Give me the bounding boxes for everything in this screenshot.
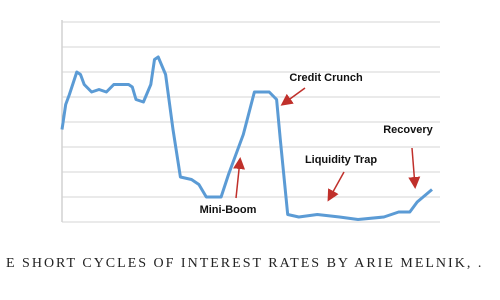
annotation-arrow xyxy=(280,87,306,106)
data-line xyxy=(60,55,433,221)
annotation: Credit Crunch xyxy=(289,72,363,84)
annotation: Recovery xyxy=(383,124,433,136)
annotation-arrow xyxy=(327,171,345,202)
annotation: Mini-Boom xyxy=(200,204,257,216)
annotation-arrow xyxy=(233,157,246,199)
caption: E SHORT CYCLES OF INTEREST RATES BY ARIE… xyxy=(6,256,483,271)
annotation: Liquidity Trap xyxy=(305,154,377,166)
annotation-arrow xyxy=(408,147,421,189)
